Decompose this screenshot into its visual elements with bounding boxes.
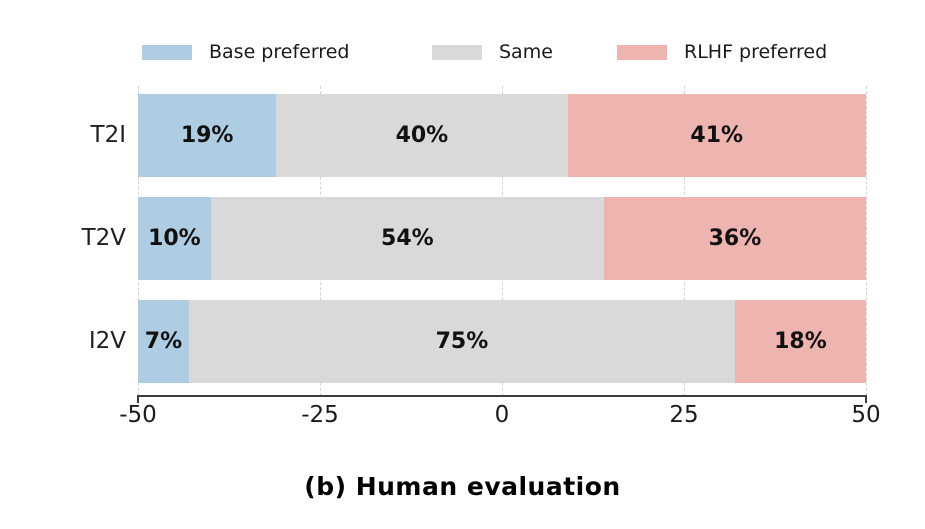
value-label: 7% (144, 329, 183, 354)
x-tick-label--25: -25 (301, 402, 339, 428)
figure-caption: (b) Human evaluation (304, 472, 621, 501)
legend-swatch-base-preferred (142, 44, 192, 60)
segment-base-preferred-t2v: 10% (138, 197, 211, 280)
x-axis-tick-right (865, 395, 867, 403)
value-label: 41% (690, 123, 744, 148)
category-label-t2i: T2I (90, 122, 126, 148)
x-tick-label-0: 0 (494, 402, 510, 428)
category-label-t2v: T2V (81, 225, 126, 251)
x-tick-label-50: 50 (851, 402, 881, 428)
value-label: 40% (395, 123, 449, 148)
legend-item-same: Same (432, 38, 553, 66)
segment-same-i2v: 75% (188, 300, 735, 383)
segment-same-t2i: 40% (276, 94, 568, 177)
legend-item-rlhf-preferred: RLHF preferred (617, 38, 827, 66)
segment-same-t2v: 54% (210, 197, 604, 280)
x-axis-line (137, 395, 867, 397)
x-axis-tick-left (137, 395, 139, 403)
segment-rlhf-preferred-t2v: 36% (603, 197, 866, 280)
value-label: 18% (774, 329, 827, 354)
x-tick-label--50: -50 (119, 402, 157, 428)
category-label-i2v: I2V (88, 328, 126, 354)
segment-rlhf-preferred-t2i: 41% (567, 94, 866, 177)
value-label: 75% (435, 329, 489, 354)
value-label: 19% (180, 123, 234, 148)
legend-swatch-same (432, 44, 482, 60)
legend-item-base-preferred: Base preferred (142, 38, 349, 66)
segment-base-preferred-i2v: 7% (138, 300, 189, 383)
legend-label: Base preferred (209, 41, 350, 63)
bar-row-t2v: 10% 54% 36% (138, 197, 866, 280)
value-label: 54% (381, 226, 434, 251)
plot-area: 19% 40% 41% 10% 54% 36% 7% 75% 18% (138, 86, 867, 396)
bar-row-t2i: 19% 40% 41% (138, 94, 866, 177)
segment-base-preferred-t2i: 19% (138, 94, 277, 177)
segment-rlhf-preferred-i2v: 18% (734, 300, 866, 383)
legend-swatch-rlhf-preferred (617, 44, 667, 60)
bar-row-i2v: 7% 75% 18% (138, 300, 866, 383)
legend-label: Same (499, 41, 553, 63)
legend-label: RLHF preferred (684, 41, 828, 63)
value-label: 10% (148, 226, 201, 251)
value-label: 36% (708, 226, 762, 251)
gridline-50 (866, 86, 867, 396)
x-tick-label-25: 25 (669, 402, 699, 428)
